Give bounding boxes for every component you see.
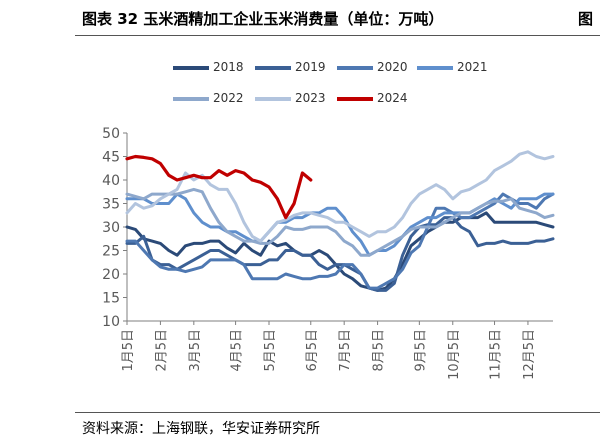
y-tick-label: 10: [102, 314, 120, 330]
y-tick-label: 25: [102, 244, 120, 260]
legend-item-2021: 2021: [417, 60, 488, 74]
source-note: 资料来源：上海钢联，华安证券研究所: [82, 421, 320, 437]
x-tick-label: 11月5日: [489, 329, 504, 380]
legend-swatch: [255, 65, 291, 70]
x-tick-label: 6月5日: [305, 329, 320, 372]
x-tick-label: 5月5日: [263, 329, 278, 372]
legend-item-2023: 2023: [255, 91, 326, 105]
series-line-2018: [125, 211, 555, 292]
series-line-2019: [125, 216, 555, 292]
legend-item-2020: 2020: [337, 60, 408, 74]
legend-label: 2022: [213, 91, 244, 105]
y-tick-label: 15: [102, 291, 120, 307]
series-line-2024: [125, 154, 313, 220]
legend-label: 2019: [295, 60, 326, 74]
x-tick-label: 9月5日: [413, 329, 428, 372]
x-tick-label: 1月5日: [121, 329, 136, 372]
legend-item-2019: 2019: [255, 60, 326, 74]
x-tick-label: 3月5日: [188, 329, 203, 372]
x-tick-label: 8月5日: [372, 329, 387, 372]
y-tick-label: 20: [102, 267, 120, 283]
x-tick-label: 2月5日: [154, 329, 169, 372]
x-tick-label: 7月5日: [338, 329, 353, 372]
legend-label: 2024: [377, 91, 408, 105]
legend-label: 2023: [295, 91, 326, 105]
y-tick-label: 35: [102, 197, 120, 213]
legend-label: 2020: [377, 60, 408, 74]
legend-swatch: [337, 96, 373, 101]
legend-item-2018: 2018: [173, 60, 244, 74]
x-tick-label: 4月5日: [230, 329, 245, 372]
y-tick-label: 30: [102, 220, 120, 236]
x-tick-label: 12月5日: [522, 329, 537, 380]
series-line-2022: [125, 187, 555, 257]
legend-swatch: [173, 96, 209, 101]
bottom-rule: [75, 412, 600, 413]
legend-item-2022: 2022: [173, 91, 244, 105]
legend-swatch: [417, 65, 453, 70]
figure-title: 图表 32 玉米酒精加工企业玉米消费量（单位：万吨）: [82, 10, 444, 28]
legend-swatch: [255, 96, 291, 101]
x-tick-label: 10月5日: [447, 329, 462, 380]
legend-item-2024: 2024: [337, 91, 408, 105]
next-figure-title-fragment: 图: [578, 10, 594, 28]
y-tick-label: 45: [102, 150, 120, 166]
top-rule: [75, 35, 600, 36]
y-tick-label: 50: [102, 126, 120, 142]
series-line-2020: [125, 192, 555, 290]
series-line-2023: [125, 150, 555, 243]
legend-label: 2018: [213, 60, 244, 74]
y-tick-label: 40: [102, 173, 120, 189]
legend-label: 2021: [457, 60, 488, 74]
legend-swatch: [173, 65, 209, 70]
legend-swatch: [337, 65, 373, 70]
